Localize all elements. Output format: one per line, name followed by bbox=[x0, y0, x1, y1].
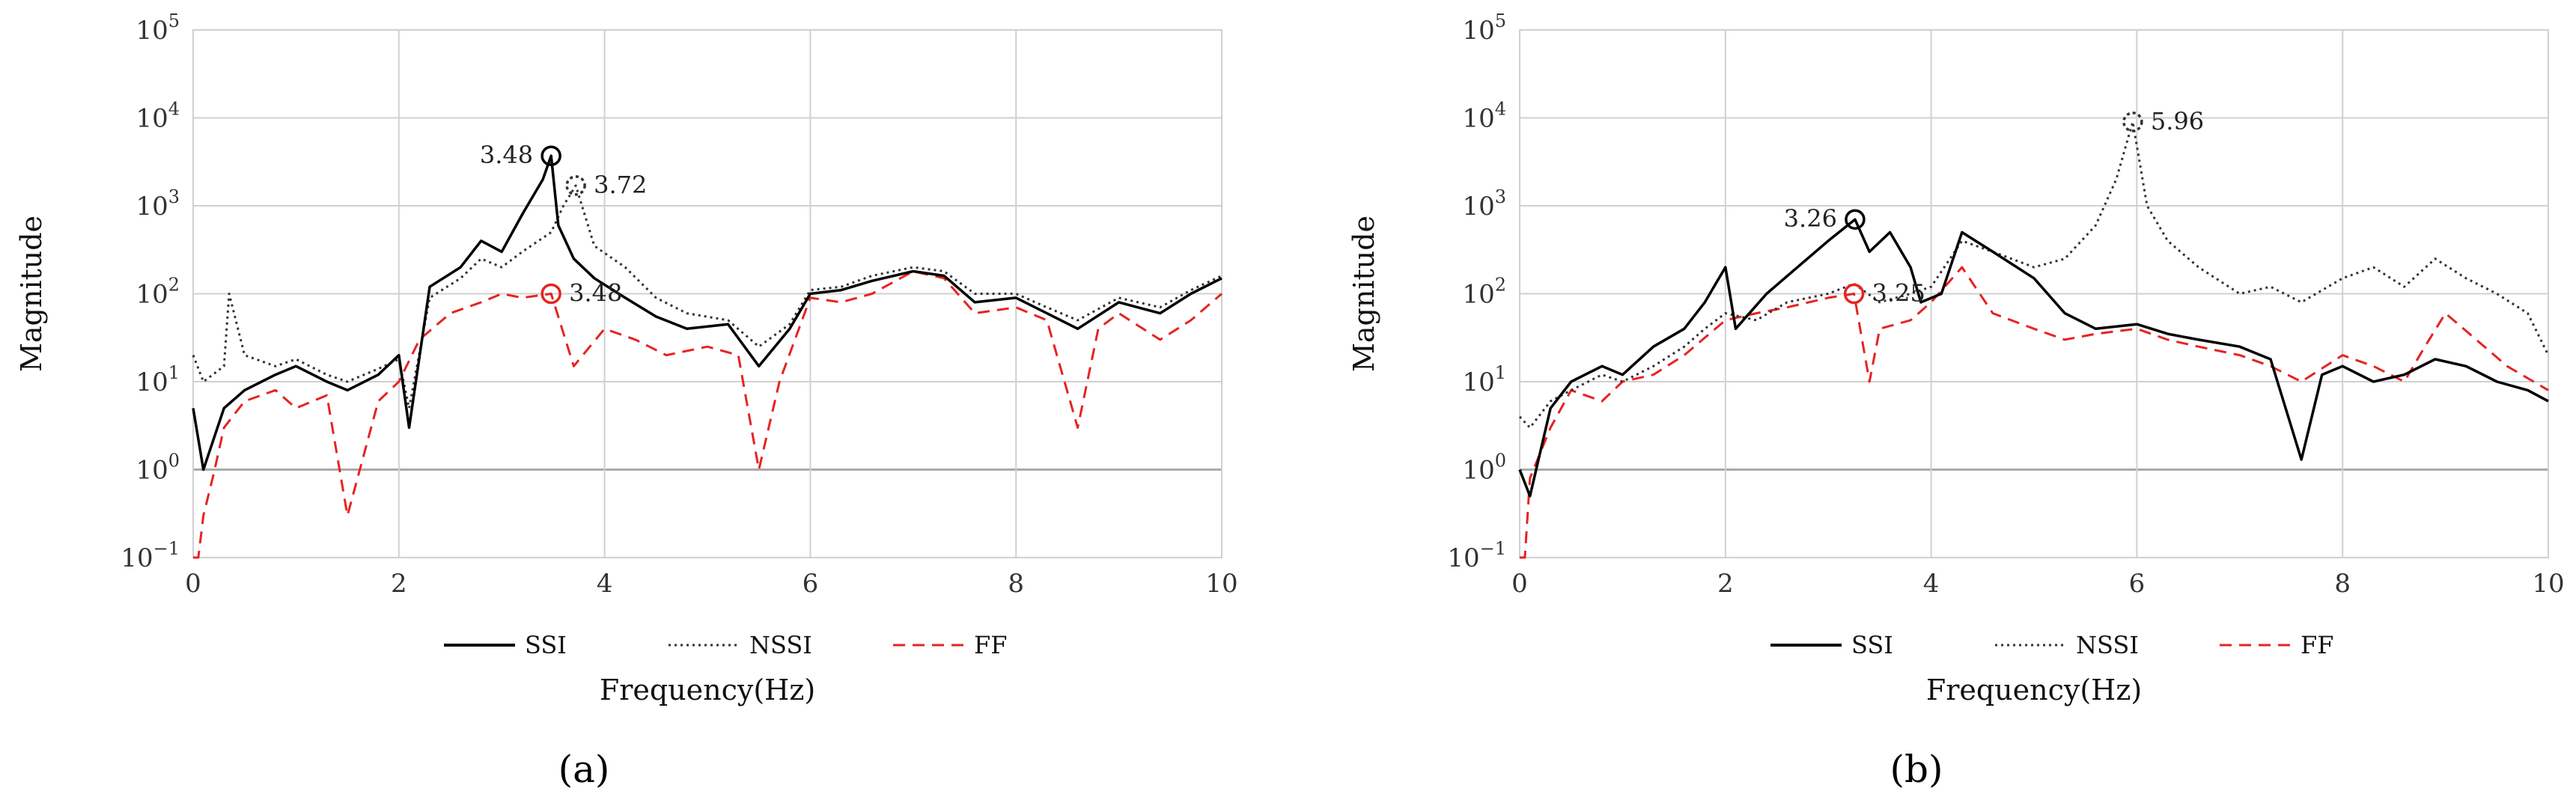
peak-label-ff: 3.48 bbox=[569, 279, 622, 308]
y-tick-label: 101 bbox=[1462, 362, 1506, 397]
peak-marker-nssi bbox=[565, 175, 586, 196]
legend-label-ff: FF bbox=[2301, 631, 2333, 659]
y-tick-label: 10−1 bbox=[1447, 538, 1506, 573]
peak-label-ssi: 3.48 bbox=[480, 141, 533, 169]
y-tick-label: 103 bbox=[136, 186, 180, 222]
y-tick-label: 104 bbox=[136, 99, 180, 134]
peak-label-ssi: 3.26 bbox=[1784, 204, 1837, 233]
y-tick-label: 100 bbox=[1462, 451, 1506, 486]
x-tick-label: 0 bbox=[185, 569, 201, 599]
peak-label-ff: 3.25 bbox=[1872, 279, 1925, 308]
peak-marker-nssi bbox=[2122, 112, 2143, 132]
series-line-ssi bbox=[192, 154, 1222, 471]
series-line-ssi bbox=[1518, 218, 2549, 498]
chart-panel-2: 10−1 100 101 102 103 104 105 0 2 4 6 8 10 3.26 5.96 3.2… bbox=[1348, 10, 2565, 791]
x-tick-label: 6 bbox=[803, 569, 819, 599]
x-axis-label: Frequency(Hz) bbox=[600, 674, 815, 706]
y-tick-label: 10−1 bbox=[121, 538, 180, 573]
peak-label-nssi: 3.72 bbox=[594, 171, 647, 199]
y-axis-label: Magnitude bbox=[1348, 216, 1380, 372]
series-line-ff bbox=[1520, 266, 2549, 559]
series-line-nssi bbox=[192, 184, 1222, 409]
peak-marker-ssi bbox=[541, 145, 561, 166]
x-tick-label: 2 bbox=[391, 569, 407, 599]
legend-label-nssi: NSSI bbox=[2076, 631, 2139, 659]
y-tick-label: 100 bbox=[136, 451, 180, 486]
panel-label: (a) bbox=[558, 748, 610, 791]
x-tick-label: 10 bbox=[1205, 569, 1237, 599]
y-tick-label: 103 bbox=[1462, 186, 1506, 222]
legend-label-ff: FF bbox=[974, 631, 1007, 659]
x-tick-label: 8 bbox=[1008, 569, 1024, 599]
series-line-nssi bbox=[1518, 120, 2550, 429]
y-tick-label: 105 bbox=[1462, 10, 1506, 46]
y-axis-label: Magnitude bbox=[15, 216, 48, 372]
y-tick-label: 102 bbox=[136, 275, 180, 310]
legend-label-ssi: SSI bbox=[1851, 631, 1893, 659]
legend-label-nssi: NSSI bbox=[749, 631, 812, 659]
x-tick-label: 4 bbox=[1923, 569, 1940, 599]
x-tick-label: 6 bbox=[2129, 569, 2146, 599]
x-tick-label: 10 bbox=[2532, 569, 2564, 599]
y-tick-label: 101 bbox=[136, 362, 180, 397]
y-tick-label: 105 bbox=[136, 10, 180, 46]
x-tick-label: 2 bbox=[1717, 569, 1734, 599]
x-axis-label: Frequency(Hz) bbox=[1926, 674, 2142, 706]
y-tick-label: 104 bbox=[1462, 99, 1506, 134]
x-tick-label: 0 bbox=[1511, 569, 1528, 599]
panel-label: (b) bbox=[1890, 748, 1943, 791]
series-line-ff bbox=[193, 270, 1222, 559]
x-tick-label: 4 bbox=[597, 569, 613, 599]
chart-panel-1: 10−1 100 101 102 103 104 105 0 2 4 6 8 10 3.48 3.72 3.4… bbox=[15, 10, 1238, 791]
peak-label-nssi: 5.96 bbox=[2151, 107, 2204, 135]
peak-marker-ssi bbox=[1845, 209, 1866, 230]
legend-label-ssi: SSI bbox=[525, 631, 567, 659]
y-tick-label: 102 bbox=[1462, 275, 1506, 310]
peak-marker-ff bbox=[541, 283, 561, 305]
peak-marker-ff bbox=[1843, 283, 1865, 305]
x-tick-label: 8 bbox=[2334, 569, 2351, 599]
